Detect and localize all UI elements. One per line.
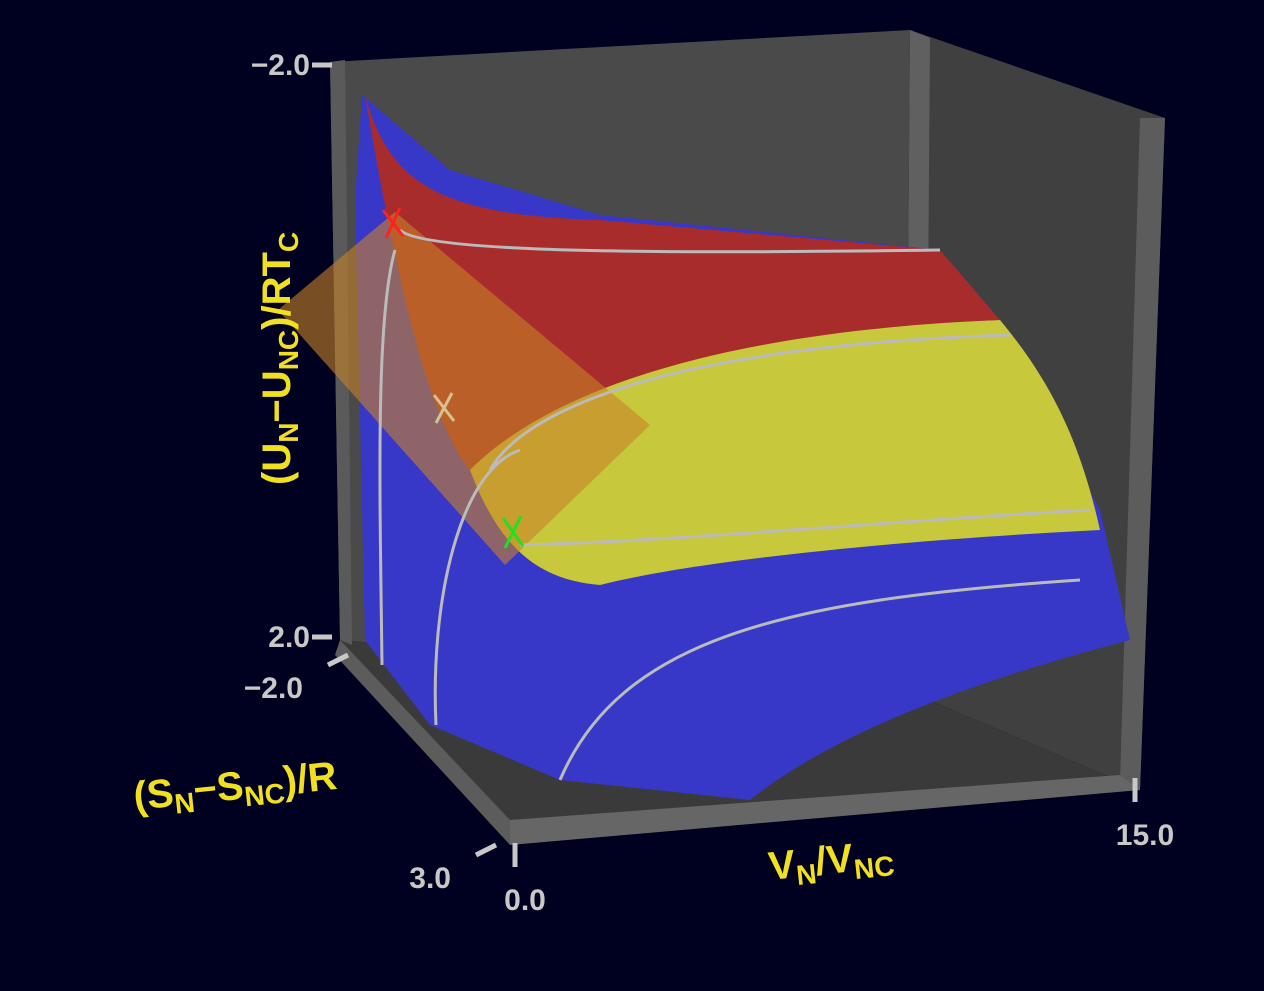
tick-label: 15.0	[1116, 819, 1174, 852]
tick-label: 2.0	[268, 621, 310, 654]
axis-label-part: −U	[255, 370, 299, 422]
contour-line	[519, 508, 1091, 547]
x-axis-label: VN/VNC	[766, 832, 896, 894]
axis-label-part: −S	[191, 764, 245, 813]
contour-line	[433, 448, 521, 726]
axis-label-part: NC	[243, 777, 286, 812]
axis-label-part: N	[795, 858, 818, 891]
axis-label-part: N	[273, 423, 304, 443]
marker	[432, 392, 456, 424]
axis-label-part: NC	[852, 850, 895, 885]
axis-label-part: C	[273, 232, 304, 252]
z-axis-label: (UN−UNC)/RTC	[255, 232, 304, 485]
marker	[381, 207, 405, 239]
contour-line	[488, 333, 1011, 471]
tangent-plane	[278, 212, 650, 565]
axis-label-part: (S	[131, 771, 175, 819]
contour-line	[378, 249, 397, 666]
axis-label-part: NC	[273, 330, 304, 370]
axis-label-part: V	[766, 842, 797, 889]
marker	[501, 515, 525, 549]
axis-label-part: )/R	[281, 754, 339, 803]
tick-label: −2.0	[251, 49, 310, 82]
frame-edge	[1120, 118, 1165, 790]
y-axis-label: (SN−SNC)/R	[131, 754, 339, 824]
contour-line	[558, 578, 1081, 781]
frame-edge	[335, 640, 510, 845]
surface	[278, 95, 1130, 800]
axis-label-part: /V	[813, 836, 856, 884]
axis-label-part: (U	[255, 443, 299, 485]
tick-mark	[474, 842, 498, 858]
tick-mark	[326, 652, 350, 668]
axis-label-part: )/RT	[255, 252, 299, 330]
axis-label-part: N	[173, 787, 196, 820]
contour-line	[398, 228, 941, 254]
tick-label: 3.0	[409, 862, 451, 895]
tick-label: −2.0	[244, 672, 303, 705]
tick-label: 0.0	[504, 884, 546, 917]
frame-edge	[510, 775, 1140, 845]
